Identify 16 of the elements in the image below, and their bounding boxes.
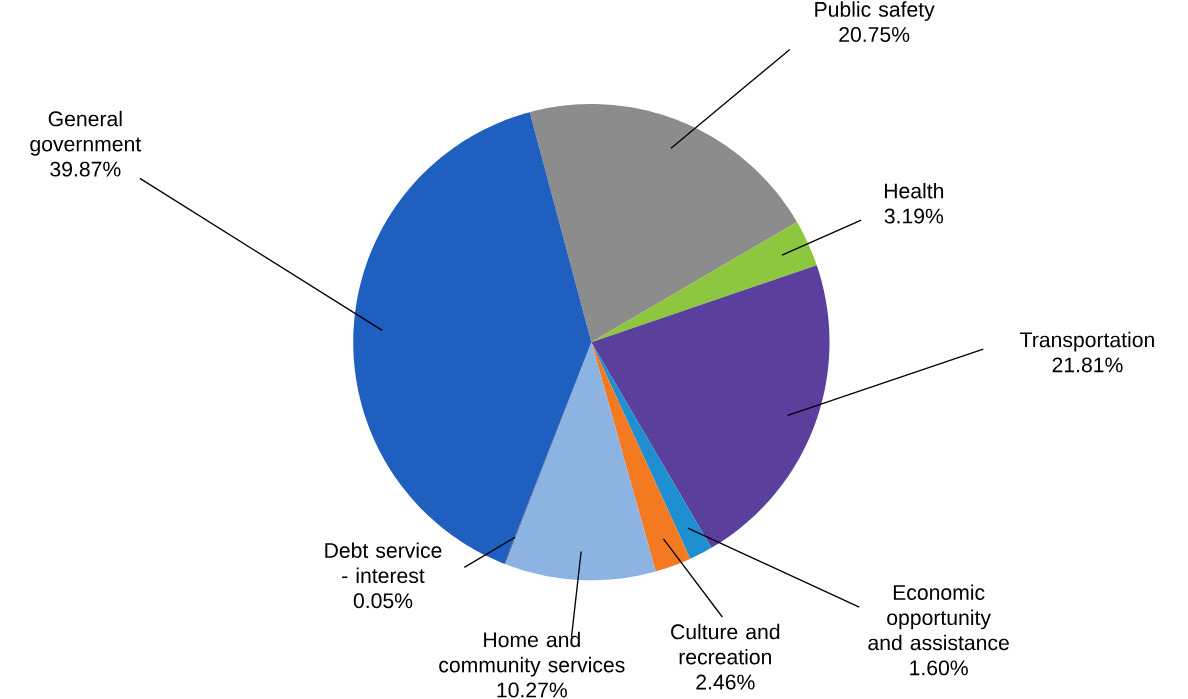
data-label: 21.81%: [1052, 357, 1123, 373]
data-label: 2.46%: [696, 674, 755, 690]
data-label: 10.27%: [497, 682, 567, 698]
slice-label: Economic opportunity and assistance: [868, 584, 1009, 651]
slice-label: Debt service - interest: [325, 542, 442, 584]
slice-label: Health: [884, 182, 944, 199]
slice-label: Home and community services: [439, 631, 625, 677]
data-label: 0.05%: [353, 593, 413, 609]
slice-label: Culture and recreation: [671, 623, 780, 665]
data-label: 3.19%: [884, 208, 944, 224]
data-label: 1.60%: [910, 660, 968, 676]
slice-label: Transportation: [1020, 331, 1154, 352]
slice-label: Public safety: [815, 1, 935, 22]
data-label: 20.75%: [839, 27, 910, 43]
slice-label: General government: [30, 110, 142, 156]
data-label: 39.87%: [50, 161, 121, 177]
